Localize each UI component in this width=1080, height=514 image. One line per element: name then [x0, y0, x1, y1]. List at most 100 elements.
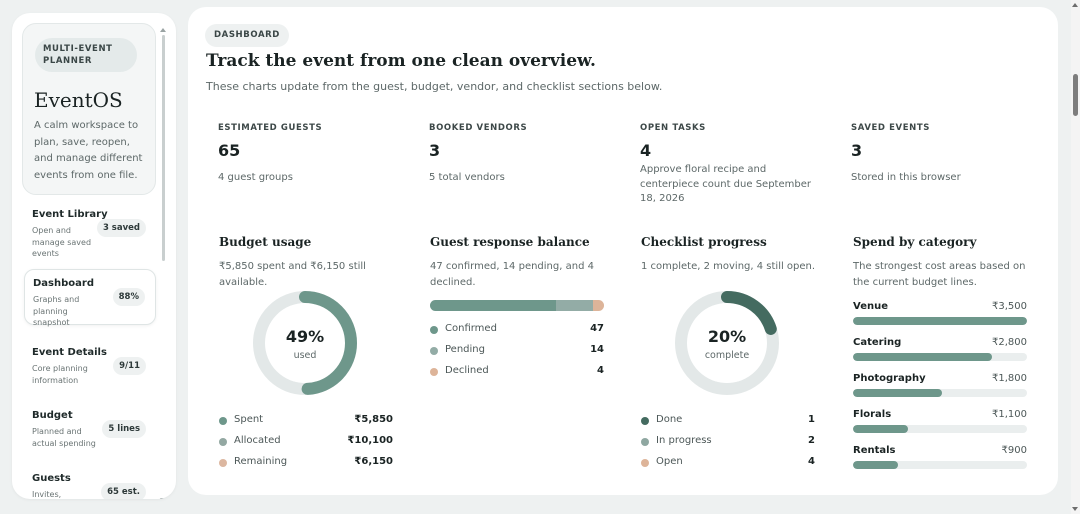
sidebar-item-label: Budget [32, 410, 73, 421]
legend-value: 2 [808, 435, 815, 446]
stat-label: OPEN TASKS [640, 123, 706, 133]
donut-percent: 20% [707, 327, 747, 346]
stat-card-booked-vendors: BOOKED VENDORS 3 5 total vendors [417, 110, 612, 202]
guest-bar-segment-declined [593, 300, 604, 311]
card-title: Spend by category [853, 235, 977, 249]
sidebar-item-desc: Core planning information [32, 364, 88, 385]
category-bar-fill [853, 353, 993, 361]
sidebar-item-label: Event Library [32, 209, 108, 220]
guest-bar-segment-pending [555, 300, 594, 311]
sidebar-item-badge: 9/11 [113, 357, 146, 375]
sidebar-item-label: Guests [32, 473, 71, 484]
category-name: Florals [853, 409, 892, 420]
stat-note: Stored in this browser [851, 172, 961, 183]
stat-value: 3 [851, 141, 863, 160]
guest-bar-segment-confirmed [430, 300, 556, 311]
category-bar-fill [853, 317, 1027, 325]
sidebar-item-guests[interactable]: Guests Invites, estimates, 65 est. [24, 465, 156, 499]
scroll-down-icon[interactable] [1072, 507, 1078, 511]
card-subtitle: 1 complete, 2 moving, 4 still open. [641, 261, 816, 272]
category-bar-track [853, 461, 1027, 469]
card-title: Guest response balance [430, 235, 590, 249]
sidebar-scrollbar-thumb[interactable] [162, 35, 165, 261]
sidebar-scroll-down-icon[interactable] [160, 498, 166, 499]
sidebar-item-event-details[interactable]: Event Details Core planning information … [24, 339, 156, 395]
window-scrollbar[interactable] [1071, 0, 1080, 514]
legend-row-declined: Declined 4 [430, 365, 604, 379]
category-name: Photography [853, 373, 926, 384]
legend-dot [219, 438, 227, 446]
category-name: Catering [853, 337, 902, 348]
donut-label: complete [704, 350, 750, 361]
legend-value: 47 [590, 323, 604, 334]
legend-value: ₹6,150 [354, 456, 393, 467]
card-title: Budget usage [219, 235, 312, 249]
sidebar-item-badge: 5 lines [102, 420, 146, 438]
section-pill: DASHBOARD [205, 24, 289, 47]
legend-row-done: Done 1 [641, 414, 815, 428]
checklist-progress-card: Checklist progress 1 complete, 2 moving,… [629, 217, 824, 485]
dashboard-panel: DASHBOARD Track the event from one clean… [188, 7, 1058, 495]
category-bar-track [853, 425, 1027, 433]
sidebar-item-dashboard[interactable]: Dashboard Graphs and planning snapshot 8… [24, 269, 156, 327]
donut-progress-arc [253, 291, 357, 395]
category-amount: ₹3,500 [992, 301, 1027, 312]
stat-note: Approve floral recipe and centerpiece co… [640, 164, 811, 204]
legend-row-confirmed: Confirmed 47 [430, 323, 604, 337]
card-title: Checklist progress [641, 235, 767, 249]
legend-name: Declined [445, 365, 489, 376]
window-scrollbar-thumb[interactable] [1073, 74, 1078, 116]
legend-value: 4 [808, 456, 815, 467]
category-row-catering: Catering ₹2,800 [853, 337, 1027, 365]
legend-value: ₹10,100 [347, 435, 393, 446]
scroll-up-icon[interactable] [1072, 3, 1078, 7]
sidebar-item-event-library[interactable]: Event Library Open and manage saved even… [24, 201, 156, 258]
legend-dot [641, 438, 649, 446]
sidebar-item-budget[interactable]: Budget Planned and actual spending 5 lin… [24, 402, 156, 458]
legend-dot [430, 326, 438, 334]
category-bar-fill [853, 461, 898, 469]
sidebar-scroll-up-icon[interactable] [160, 28, 166, 32]
donut-progress-arc [675, 291, 779, 395]
category-amount: ₹1,100 [992, 409, 1027, 420]
legend-value: 4 [597, 365, 604, 376]
sidebar-item-desc: Open and manage saved events [32, 226, 92, 258]
category-bar-track [853, 389, 1027, 397]
legend-row-open: Open 4 [641, 456, 815, 470]
category-row-venue: Venue ₹3,500 [853, 301, 1027, 329]
legend-dot [219, 459, 227, 467]
legend-name: Pending [445, 344, 485, 355]
legend-value: 1 [808, 414, 815, 425]
brand-title: EventOS [34, 88, 123, 112]
page-title: Track the event from one clean overview. [206, 51, 596, 71]
sidebar-item-badge: 3 saved [96, 219, 146, 237]
spend-by-category-card: Spend by category The strongest cost are… [841, 217, 1036, 485]
budget-donut: 49% used [251, 289, 359, 397]
brand-card: MULTI-EVENT PLANNER EventOS A calm works… [22, 23, 156, 195]
brand-description: A calm workspace to plan, save, reopen, … [34, 120, 143, 181]
card-subtitle: The strongest cost areas based on the cu… [853, 261, 1026, 288]
brand-tag: MULTI-EVENT PLANNER [35, 38, 137, 72]
legend-row-pending: Pending 14 [430, 344, 604, 358]
category-row-florals: Florals ₹1,100 [853, 409, 1027, 437]
legend-name: Remaining [234, 456, 288, 467]
sidebar-item-badge: 88% [112, 288, 145, 306]
sidebar-item-desc: Graphs and planning snapshot [33, 295, 80, 327]
category-row-rentals: Rentals ₹900 [853, 445, 1027, 473]
stat-value: 3 [429, 141, 441, 160]
sidebar-item-label: Dashboard [33, 278, 94, 289]
donut-label: used [293, 350, 317, 361]
sidebar-item-badge: 65 est. [101, 483, 146, 499]
stat-label: SAVED EVENTS [851, 123, 930, 133]
legend-name: Open [656, 456, 683, 467]
card-subtitle: 47 confirmed, 14 pending, and 4 declined… [430, 261, 594, 288]
legend-name: Confirmed [445, 323, 497, 334]
budget-usage-card: Budget usage ₹5,850 spent and ₹6,150 sti… [207, 217, 402, 485]
legend-name: In progress [656, 435, 712, 446]
sidebar: MULTI-EVENT PLANNER EventOS A calm works… [12, 13, 176, 499]
stat-value: 65 [218, 141, 241, 160]
category-amount: ₹1,800 [992, 373, 1027, 384]
legend-dot [641, 459, 649, 467]
sidebar-item-desc: Invites, estimates, [32, 490, 62, 499]
legend-name: Done [656, 414, 683, 425]
